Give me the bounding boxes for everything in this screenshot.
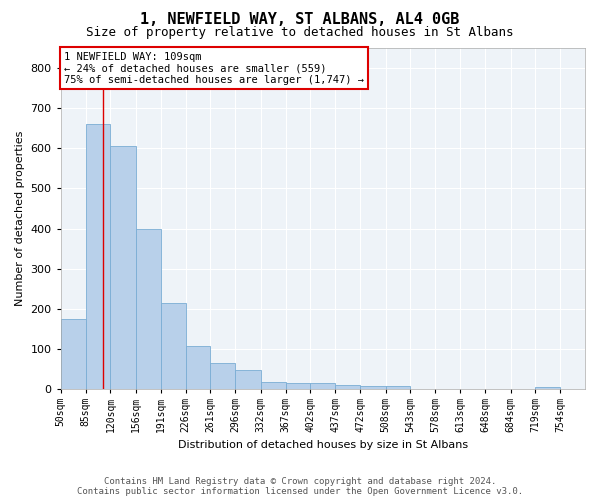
- Bar: [386, 386, 410, 390]
- Bar: [310, 384, 335, 390]
- Bar: [86, 124, 110, 390]
- Text: 1, NEWFIELD WAY, ST ALBANS, AL4 0GB: 1, NEWFIELD WAY, ST ALBANS, AL4 0GB: [140, 12, 460, 28]
- X-axis label: Distribution of detached houses by size in St Albans: Distribution of detached houses by size …: [178, 440, 468, 450]
- Bar: [110, 146, 136, 390]
- Bar: [335, 384, 360, 390]
- Bar: [286, 384, 310, 390]
- Bar: [185, 346, 211, 390]
- Text: Contains HM Land Registry data © Crown copyright and database right 2024.
Contai: Contains HM Land Registry data © Crown c…: [77, 476, 523, 496]
- Bar: [61, 319, 86, 390]
- Bar: [360, 386, 386, 390]
- Text: 1 NEWFIELD WAY: 109sqm
← 24% of detached houses are smaller (559)
75% of semi-de: 1 NEWFIELD WAY: 109sqm ← 24% of detached…: [64, 52, 364, 84]
- Y-axis label: Number of detached properties: Number of detached properties: [15, 131, 25, 306]
- Text: Size of property relative to detached houses in St Albans: Size of property relative to detached ho…: [86, 26, 514, 39]
- Bar: [235, 370, 261, 390]
- Bar: [161, 303, 185, 390]
- Bar: [535, 386, 560, 390]
- Bar: [211, 364, 235, 390]
- Bar: [136, 228, 161, 390]
- Bar: [261, 382, 286, 390]
